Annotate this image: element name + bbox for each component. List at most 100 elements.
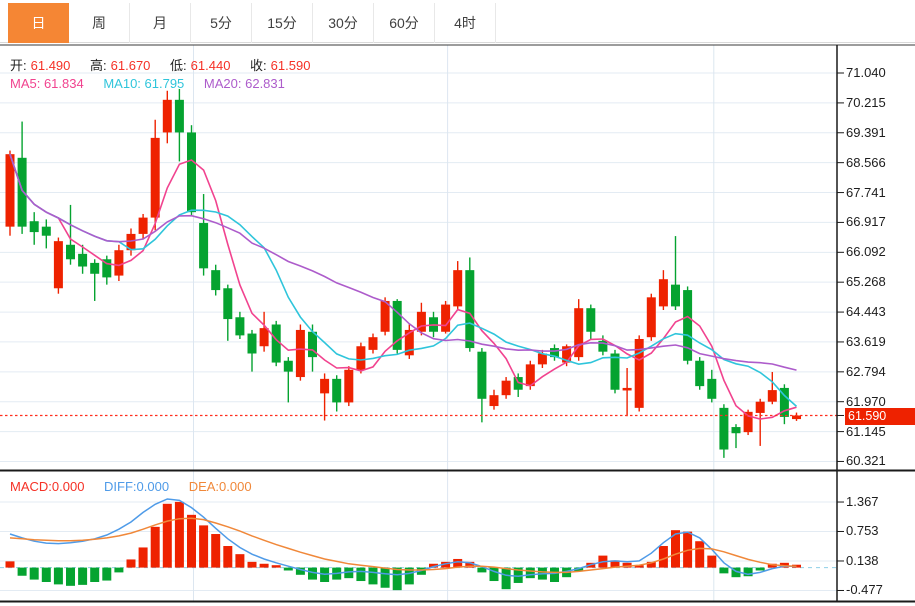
macd-hist-bar xyxy=(295,567,305,575)
candle-body xyxy=(731,427,741,434)
macd-hist-bar xyxy=(78,567,88,585)
candle-body xyxy=(755,401,765,413)
diff-line xyxy=(9,498,797,577)
tab-30分[interactable]: 30分 xyxy=(313,3,374,43)
macd-axis-label: 1.367 xyxy=(846,494,879,510)
macd-hist-bar xyxy=(671,530,680,568)
candle-body xyxy=(126,233,136,251)
period-tabbar: 日周月 5分 15分 30分 60分 4时 xyxy=(0,0,915,43)
tab-60分[interactable]: 60分 xyxy=(374,3,435,43)
candle-body xyxy=(550,348,559,358)
candle-body xyxy=(41,226,51,236)
candle-body xyxy=(683,290,693,361)
macd-hist-bar xyxy=(646,561,656,568)
macd-hist-bar xyxy=(719,567,729,574)
macd-hist-bar xyxy=(368,567,378,585)
price-axis-label: 67.741 xyxy=(846,184,886,200)
ma10-line xyxy=(9,153,798,407)
candle-body xyxy=(271,324,281,363)
macd-hist-bar xyxy=(513,567,523,583)
macd-hist-bar xyxy=(150,526,160,568)
candle-body xyxy=(17,157,27,227)
macd-hist-bar xyxy=(271,565,281,568)
tab-月[interactable]: 月 xyxy=(130,3,191,43)
price-axis-label: 61.145 xyxy=(846,423,886,439)
macd-hist-bar xyxy=(404,567,414,585)
price-axis-label: 64.443 xyxy=(846,304,886,320)
macd-hist-bar xyxy=(610,560,620,568)
macd-hist-bar xyxy=(477,567,487,573)
ma5-value: MA5: 61.834 xyxy=(10,76,84,91)
candle-body xyxy=(138,217,148,234)
ma-readout: MA5: 61.834 MA10: 61.795 MA20: 62.831 xyxy=(10,76,289,91)
candle-body xyxy=(562,346,572,363)
macd-axis-label: 0.138 xyxy=(846,552,879,568)
macd-value: MACD:0.000 xyxy=(10,479,85,494)
macd-hist-bar xyxy=(550,567,559,582)
candle-body xyxy=(646,297,656,338)
candle-body xyxy=(441,304,451,332)
macd-hist-bar xyxy=(114,567,124,573)
candle-body xyxy=(465,270,475,349)
candle-body xyxy=(671,284,680,307)
candle-body xyxy=(779,387,789,417)
candle-body xyxy=(211,270,221,291)
macd-hist-bar xyxy=(29,567,39,580)
candle-body xyxy=(416,311,426,332)
macd-hist-bar xyxy=(465,561,475,568)
tab-5分[interactable]: 5分 xyxy=(191,3,252,43)
candle-body xyxy=(392,300,402,350)
candle-body xyxy=(90,262,100,274)
candle-body xyxy=(29,221,39,233)
candle-body xyxy=(658,279,668,307)
candle-body xyxy=(598,340,608,352)
macd-hist-bar xyxy=(308,567,317,580)
candle-body xyxy=(66,244,75,260)
low-value: 61.440 xyxy=(190,58,231,73)
candle-body xyxy=(574,308,584,358)
candle-body xyxy=(707,378,717,399)
high-value: 61.670 xyxy=(110,58,151,73)
macd-hist-bar xyxy=(41,567,51,582)
candle-body xyxy=(586,308,596,332)
candle-body xyxy=(308,331,317,358)
macd-hist-bar xyxy=(199,525,209,568)
close-label: 收: xyxy=(250,58,267,73)
tab-周[interactable]: 周 xyxy=(69,3,130,43)
tab-4时[interactable]: 4时 xyxy=(435,3,496,43)
candle-body xyxy=(162,99,172,133)
tab-日[interactable]: 日 xyxy=(8,3,69,43)
ma10-value: MA10: 61.795 xyxy=(103,76,185,91)
candle-body xyxy=(356,346,366,370)
candle-body xyxy=(320,378,330,394)
candle-body xyxy=(719,407,729,450)
macd-hist-bar xyxy=(622,562,632,568)
macd-hist-bar xyxy=(235,554,245,568)
tab-15分[interactable]: 15分 xyxy=(252,3,313,43)
macd-hist-bar xyxy=(259,563,269,568)
candle-body xyxy=(610,353,620,390)
macd-hist-bar xyxy=(380,567,390,588)
macd-hist-bar xyxy=(743,567,753,577)
macd-hist-bar xyxy=(767,563,777,568)
candle-body xyxy=(453,270,463,307)
macd-axis-label: -0.477 xyxy=(846,582,883,598)
macd-hist-bar xyxy=(66,567,75,586)
candle-body xyxy=(368,337,378,350)
macd-hist-bar xyxy=(126,559,136,568)
price-axis-label: 61.970 xyxy=(846,393,886,409)
ma20-line xyxy=(9,153,797,371)
price-axis-label: 71.040 xyxy=(846,65,886,80)
current-price-tag: 61.590 xyxy=(845,408,915,425)
dea-line xyxy=(9,517,797,574)
candle-body xyxy=(259,328,269,347)
candle-body xyxy=(792,415,801,420)
macd-hist-bar xyxy=(453,558,463,568)
high-label: 高: xyxy=(90,58,107,73)
price-axis-label: 60.321 xyxy=(846,453,886,469)
candle-body xyxy=(380,300,390,332)
candle-body xyxy=(102,259,112,278)
candle-body xyxy=(295,329,305,378)
candle-body xyxy=(5,154,15,227)
